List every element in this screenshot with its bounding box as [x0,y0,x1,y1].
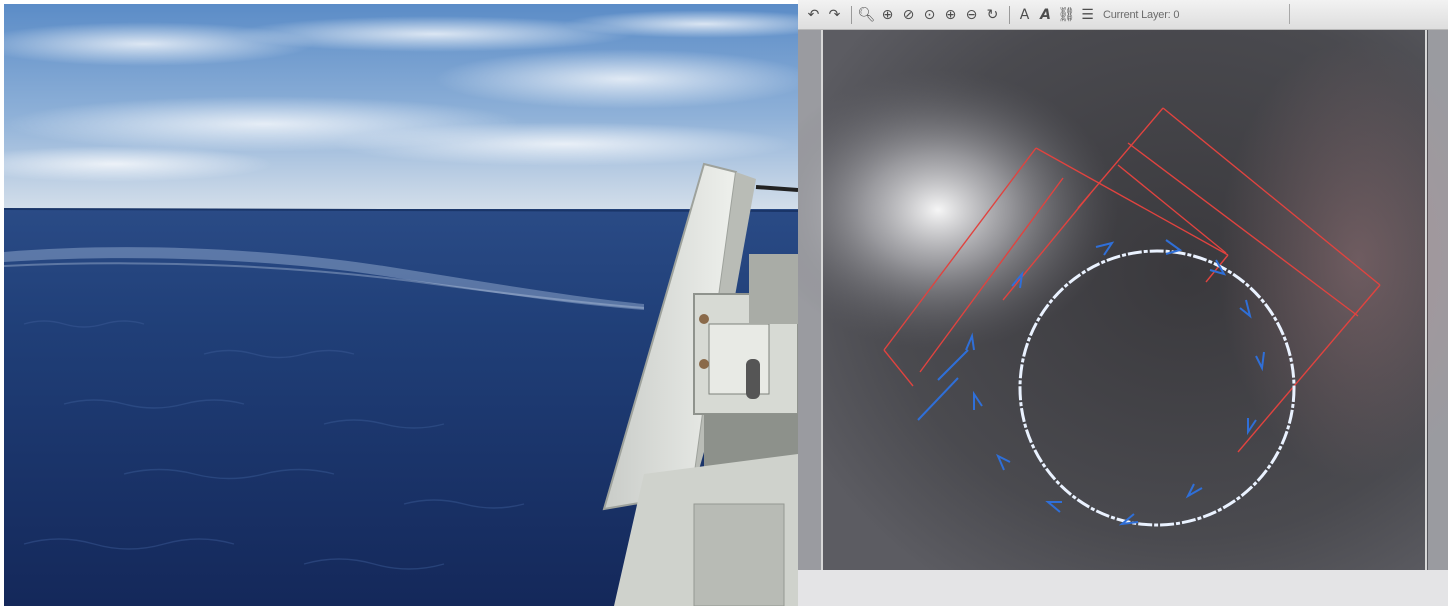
zoom-in-icon[interactable]: ⊕ [944,6,957,23]
zoom-extents-icon[interactable]: ⊕ [881,6,894,23]
ocean-scene [4,4,798,606]
zoom-previous-icon[interactable]: ⊘ [902,6,915,23]
dimension-lines [883,107,1381,453]
cad-canvas [798,0,1448,606]
text-style-icon[interactable]: A [1019,6,1030,23]
screen-glare [798,70,1118,350]
zoom-realtime-icon[interactable]: ⊙ [923,6,936,23]
direction-arrows [917,239,1265,526]
toolbar-separator [1009,5,1010,24]
circle-contour [1018,249,1296,527]
toolbar-empty-slot [1289,4,1440,24]
cad-toolbar: ↶ ↷ 🔍︎ ⊕ ⊘ ⊙ ⊕ ⊖ ↻ A A ⛓ ☰ Current Layer… [798,0,1448,30]
layer-manager-icon[interactable]: ☰ [1081,6,1094,23]
zoom-out-icon[interactable]: ⊖ [965,6,978,23]
current-layer-label: Current Layer: 0 [1103,8,1180,21]
ocean-photo [4,4,798,606]
undo-icon[interactable]: ↶ [807,6,820,23]
text-icon[interactable]: A [1040,6,1051,23]
ship-equipment [602,162,798,606]
wake-streak [4,247,644,310]
horizon [4,208,798,212]
clouds [4,10,798,182]
link-icon[interactable]: ⛓ [1057,6,1076,23]
waves [23,320,525,570]
redo-icon[interactable]: ↷ [828,6,841,23]
status-bar [798,570,1448,606]
cad-screen-photo: ↶ ↷ 🔍︎ ⊕ ⊘ ⊙ ⊕ ⊖ ↻ A A ⛓ ☰ Current Layer… [798,0,1448,606]
zoom-window-icon[interactable]: 🔍︎ [857,6,876,23]
toolbar-separator [851,5,852,24]
pan-icon[interactable]: ↻ [986,6,999,23]
